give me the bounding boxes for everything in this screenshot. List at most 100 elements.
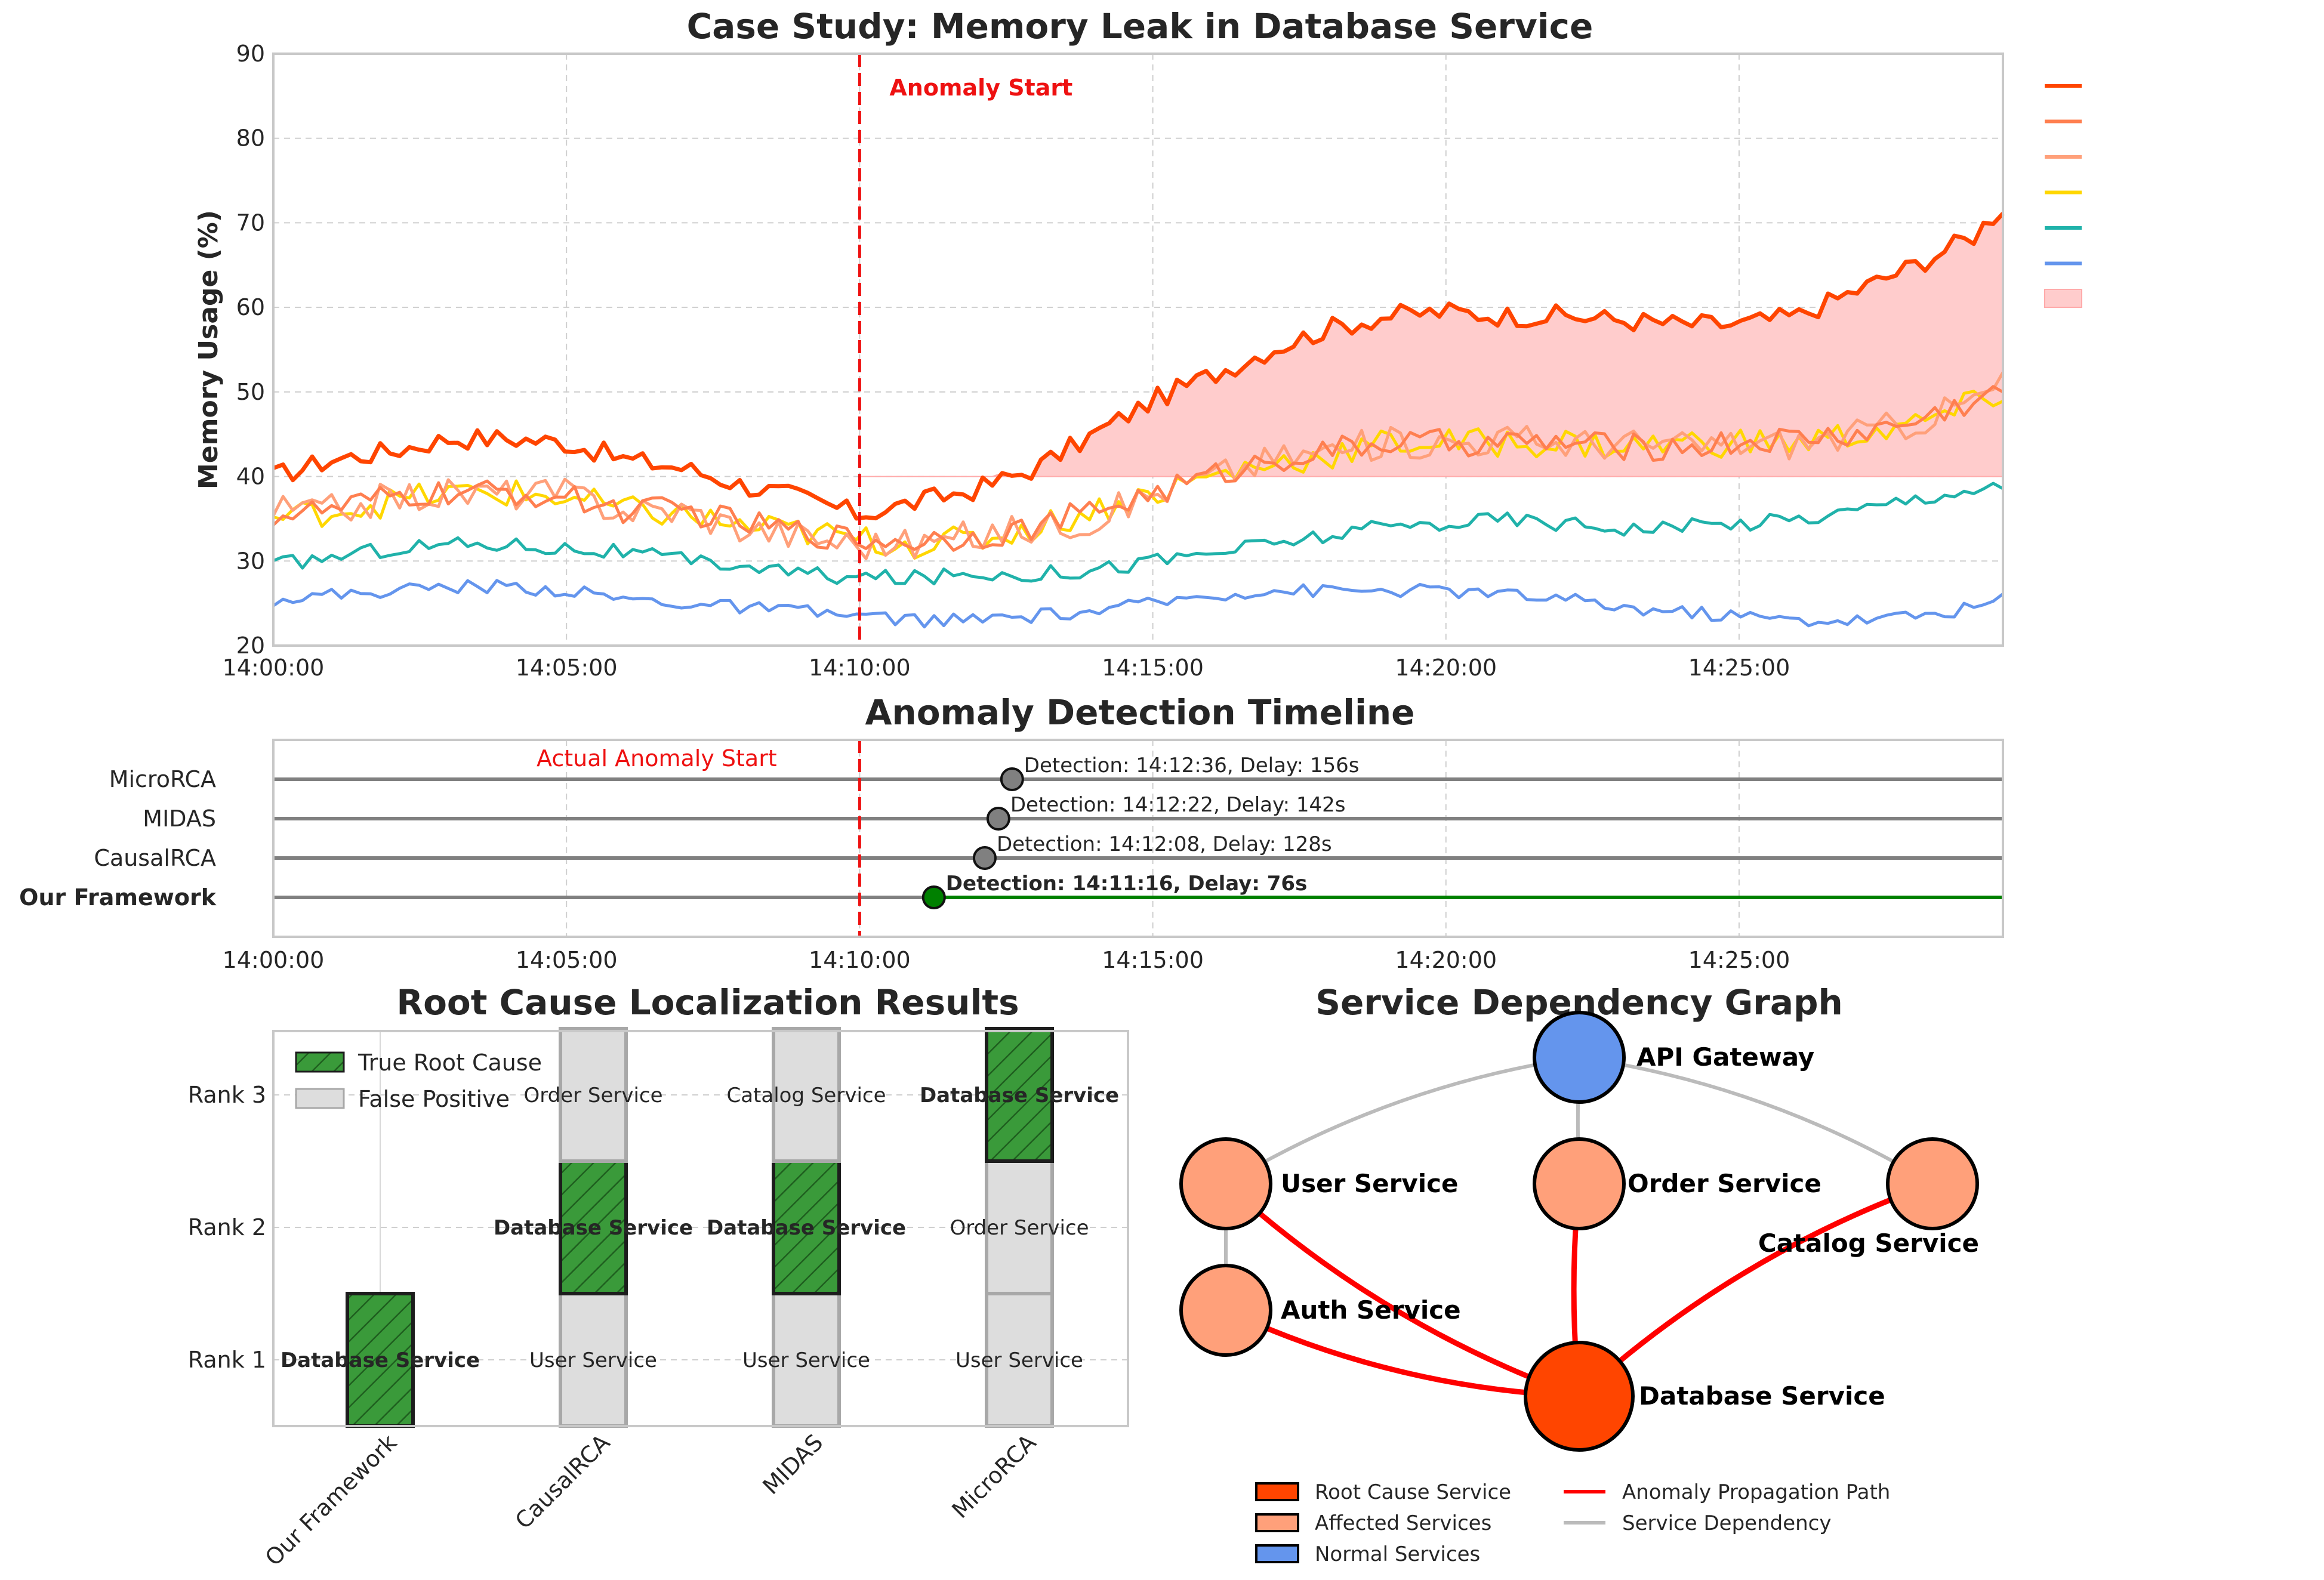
category-label: CausalRCA [510,1429,615,1534]
legend-swatch-leak [2044,289,2082,308]
y-tick-label: 50 [236,379,265,405]
y-tick-label: 70 [236,209,265,236]
y-tick-label: 40 [236,464,265,490]
node-auth [1179,1264,1272,1357]
dependency-graph: Service Dependency Graph API GatewayUser… [1179,982,1979,1566]
legend-label: Affected Services [1315,1511,1491,1535]
true-root-cause-bar [985,1027,1054,1163]
node-gateway [1533,1011,1626,1104]
legend-swatch-root [1255,1482,1299,1501]
legend-label: Normal Services [1315,1542,1480,1566]
rank-label: Rank 3 [188,1082,266,1108]
dependency-edge [1579,1056,1934,1186]
category-label: MicroRCA [947,1429,1041,1523]
false-positive-bar [985,1159,1054,1295]
detection-timeline: Anomaly Detection Timeline Detection: 14… [19,692,2004,973]
x-tick-label: 14:25:00 [1688,655,1790,681]
x-tick-label: 14:20:00 [1395,655,1497,681]
detection-label: Detection: 14:12:36, Delay: 156s [1024,754,1360,777]
anomaly-propagation-edge [1577,1181,1934,1399]
category-label: Our Framework [260,1429,402,1571]
legend-label: False Positive [358,1086,510,1112]
rank-label: Rank 2 [188,1214,266,1240]
detection-label: Detection: 14:11:16, Delay: 76s [946,872,1308,896]
detection-label: Detection: 14:12:08, Delay: 128s [997,832,1332,856]
bar-service-label: Database Service [281,1348,480,1372]
bar-service-label: Database Service [920,1084,1119,1107]
bar-service-label: Order Service [523,1084,662,1107]
false-positive-bar [559,1027,628,1163]
method-label: Our Framework [19,884,217,911]
y-tick-label: 30 [236,548,265,574]
actual-anomaly-start-label: Actual Anomaly Start [537,745,777,772]
series-line-user [272,385,2004,552]
method-label: MIDAS [143,806,216,832]
x-tick-label: 14:25:00 [1688,947,1790,973]
bar-service-label: Database Service [494,1216,693,1240]
x-tick-label: 14:05:00 [516,947,618,973]
legend-label: True Root Cause [357,1050,542,1076]
legend-swatch-affected [1255,1513,1299,1532]
bar-service-label: User Service [956,1348,1083,1372]
bar-service-label: User Service [529,1348,657,1372]
detection-marker [921,885,946,909]
bar-service-label: Order Service [950,1216,1089,1240]
legend-label: Anomaly Propagation Path [1622,1480,1890,1504]
root-cause-frame [272,1030,1129,1427]
category-label: MIDAS [757,1429,828,1499]
x-tick-label: 14:10:00 [809,947,911,973]
bar-service-label: Database Service [707,1216,906,1240]
node-label: Catalog Service [1758,1229,1979,1258]
memory-y-axis-label: Memory Usage (%) [193,210,224,489]
memory-chart-title: Case Study: Memory Leak in Database Serv… [687,6,1593,47]
node-database [1524,1341,1635,1452]
root-cause-legend: True Root Cause False Positive [295,1050,542,1112]
legend-label: Service Dependency [1622,1511,1831,1535]
graph-legend: Root Cause Service Affected Services Norma… [1255,1480,1890,1566]
method-label: CausalRCA [94,845,216,871]
legend-swatch-true_rc [295,1051,345,1073]
x-tick-label: 14:20:00 [1395,947,1497,973]
y-tick-label: 60 [236,294,265,320]
memory-chart-legend [2044,84,2082,308]
x-tick-label: 14:00:00 [223,947,325,973]
node-order [1533,1137,1626,1230]
root-cause-chart: Root Cause Localization Results Database… [188,982,1129,1571]
detection-label: Detection: 14:12:22, Delay: 142s [1010,793,1346,817]
legend-swatch-normal [1255,1544,1299,1563]
x-tick-label: 14:00:00 [223,655,325,681]
rank-label: Rank 1 [188,1347,266,1373]
bar-service-label: Catalog Service [726,1084,886,1107]
detection-marker [1000,767,1024,791]
detection-marker [986,807,1010,831]
dependency-edge [1225,1056,1580,1186]
y-tick-label: 80 [236,125,265,152]
memory-usage-chart: Case Study: Memory Leak in Database Serv… [193,6,2082,681]
method-label: MicroRCA [109,766,216,792]
timeline-title: Anomaly Detection Timeline [865,692,1415,733]
x-tick-label: 14:15:00 [1102,655,1204,681]
bar-service-label: User Service [742,1348,870,1372]
x-tick-label: 14:10:00 [809,655,911,681]
series-line-database [272,212,2005,521]
node-label: API Gateway [1636,1042,1814,1072]
anomaly-propagation-edge [1223,1181,1580,1399]
memory-chart-frame [272,53,2004,647]
legend-label: Root Cause Service [1315,1480,1511,1504]
timeline-frame [272,739,2004,938]
x-tick-label: 14:05:00 [516,655,618,681]
node-catalog [1886,1137,1979,1230]
false-positive-bar [772,1027,841,1163]
x-tick-label: 14:15:00 [1102,947,1204,973]
anomaly-start-label: Anomaly Start [889,75,1072,101]
y-tick-label: 90 [236,41,265,67]
y-tick-label: 20 [236,632,265,659]
series-line-auth [273,482,2004,585]
node-label: Order Service [1628,1169,1821,1198]
legend-swatch-false_pos [295,1088,345,1109]
node-label: Auth Service [1281,1295,1461,1325]
true-root-cause-bar [772,1159,841,1295]
series-line-gateway [272,579,2004,629]
node-label: Database Service [1639,1381,1885,1411]
